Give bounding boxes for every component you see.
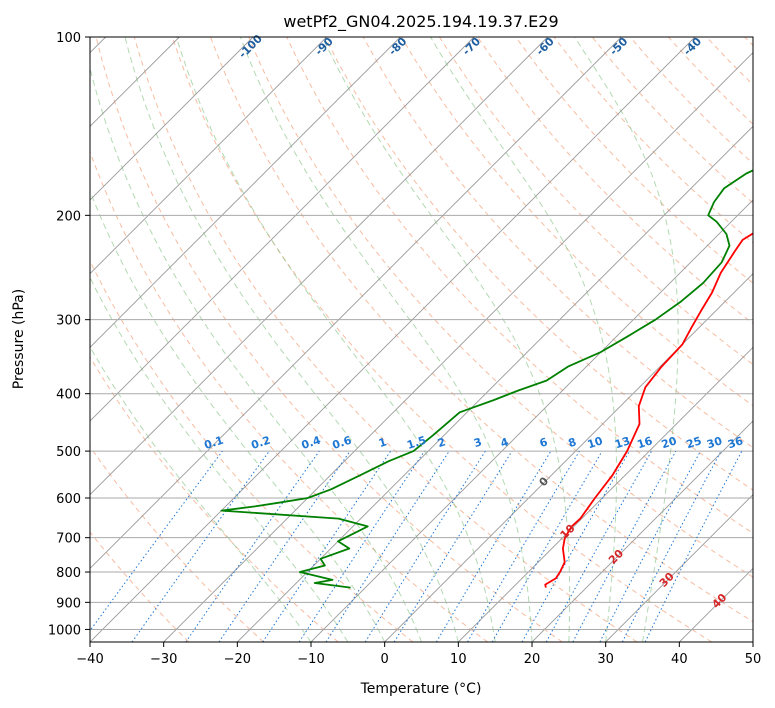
mixing-ratio-line <box>644 450 743 642</box>
x-tick-label: 40 <box>671 652 688 667</box>
isotherm <box>90 37 327 275</box>
dry-adiabat <box>90 531 190 642</box>
mixing-ratio-label: 1 <box>377 435 388 450</box>
isotherm <box>90 37 401 348</box>
x-tick-label: 20 <box>524 652 541 667</box>
moist-adiabat <box>90 65 422 642</box>
moist-adiabat <box>574 37 679 642</box>
isotherm <box>90 37 696 642</box>
y-tick-label: 100 <box>56 31 81 46</box>
dry-adiabat <box>90 445 264 642</box>
x-tick-label: 0 <box>381 652 389 667</box>
mixing-ratio-line <box>218 450 351 642</box>
dry-adiabat <box>90 356 339 642</box>
mixing-ratio-line <box>90 450 223 632</box>
mixing-ratio-label: 36 <box>726 434 745 451</box>
mixing-ratio-line <box>262 450 392 642</box>
dewpoint-line <box>220 169 753 589</box>
x-tick-label: −20 <box>224 652 251 667</box>
mixing-ratio-label: 13 <box>613 434 632 451</box>
moist-adiabat <box>322 37 571 642</box>
chart-title: wetPf2_GN04.2025.194.19.37.E29 <box>283 12 558 32</box>
dry-adiabat <box>210 37 753 623</box>
x-tick-label: 30 <box>597 652 614 667</box>
y-tick-label: 300 <box>56 314 81 329</box>
temperature-line <box>544 232 753 588</box>
dry-adiabat <box>133 37 638 642</box>
mixing-ratio-label: 30 <box>705 434 724 451</box>
background-lines <box>90 37 753 642</box>
moist-adiabat <box>90 276 349 642</box>
isotherm <box>458 346 753 642</box>
mixing-ratio-label: 16 <box>636 434 655 451</box>
mixing-ratio-line <box>325 450 450 642</box>
dry-adiabat <box>90 150 488 642</box>
x-axis: −40 −30 −20 −10 0 10 20 30 40 50 <box>76 642 761 667</box>
isotherm <box>90 37 254 201</box>
mixing-ratio-line <box>572 450 677 642</box>
mixing-ratio-label: 10 <box>586 434 605 451</box>
y-tick-label: 800 <box>56 566 81 581</box>
mixing-ratio-line <box>521 450 630 642</box>
y-tick-label: 1000 <box>48 623 81 638</box>
mixing-ratio-label: 1.5 <box>405 434 428 452</box>
y-tick-label: 400 <box>56 388 81 403</box>
isotherm <box>531 420 753 642</box>
x-tick-label: −10 <box>297 652 324 667</box>
mixing-ratio-line <box>131 450 270 642</box>
y-tick-label: 200 <box>56 209 81 224</box>
plot-frame <box>89 36 754 643</box>
y-tick-label: 600 <box>56 492 81 507</box>
dry-adiabat <box>515 37 753 284</box>
y-tick-label: 700 <box>56 532 81 547</box>
dry-adiabat <box>400 37 753 407</box>
isotherm <box>310 199 753 642</box>
y-tick-label: 500 <box>56 445 81 460</box>
x-tick-label: 10 <box>450 652 467 667</box>
isotherm <box>384 273 753 642</box>
mixing-ratio-label: 25 <box>685 434 704 451</box>
isotherm <box>163 52 753 642</box>
y-axis-title: Pressure (hPa) <box>11 289 27 389</box>
dry-adiabat <box>438 37 753 366</box>
mixing-ratio-line <box>298 450 425 642</box>
x-tick-label: −30 <box>150 652 177 667</box>
x-tick-label: −40 <box>76 652 103 667</box>
y-tick-label: 900 <box>56 596 81 611</box>
isotherm <box>90 37 548 496</box>
mixing-ratio-line <box>185 450 320 642</box>
x-axis-title: Temperature (°C) <box>360 681 482 697</box>
moist-adiabat <box>239 37 533 642</box>
mixing-ratio-label: 6 <box>538 435 550 450</box>
isotherm <box>90 37 475 422</box>
dry-adiabat <box>171 37 712 642</box>
mixing-ratio-label: 0.1 <box>203 434 226 452</box>
y-axis: 100 200 300 400 500 600 700 800 900 1000 <box>48 31 90 638</box>
mixing-ratio-label: 0.4 <box>300 433 323 451</box>
isotherm <box>90 37 622 569</box>
mixing-ratio-label: 8 <box>567 435 578 450</box>
mixing-ratio-line <box>393 450 513 642</box>
moist-adiabat <box>90 189 386 642</box>
x-tick-label: 50 <box>745 652 762 667</box>
moist-adiabat <box>430 37 617 642</box>
mixing-ratio-label: 0.6 <box>331 433 354 451</box>
isotherm <box>605 494 753 642</box>
moist-adiabat <box>175 37 496 642</box>
dry-adiabat <box>95 37 563 642</box>
mixing-ratio-label: 0.2 <box>250 434 273 452</box>
mixing-ratio-label: 4 <box>499 435 511 450</box>
profile-lines <box>220 169 753 589</box>
mixing-ratio-label: 3 <box>472 435 483 450</box>
dry-adiabat <box>248 37 753 578</box>
moist-adiabat <box>124 37 459 642</box>
mixing-ratio-label: 2 <box>436 435 447 450</box>
mixing-ratio-label: 20 <box>660 434 679 451</box>
mixing-ratio-line <box>545 450 653 642</box>
